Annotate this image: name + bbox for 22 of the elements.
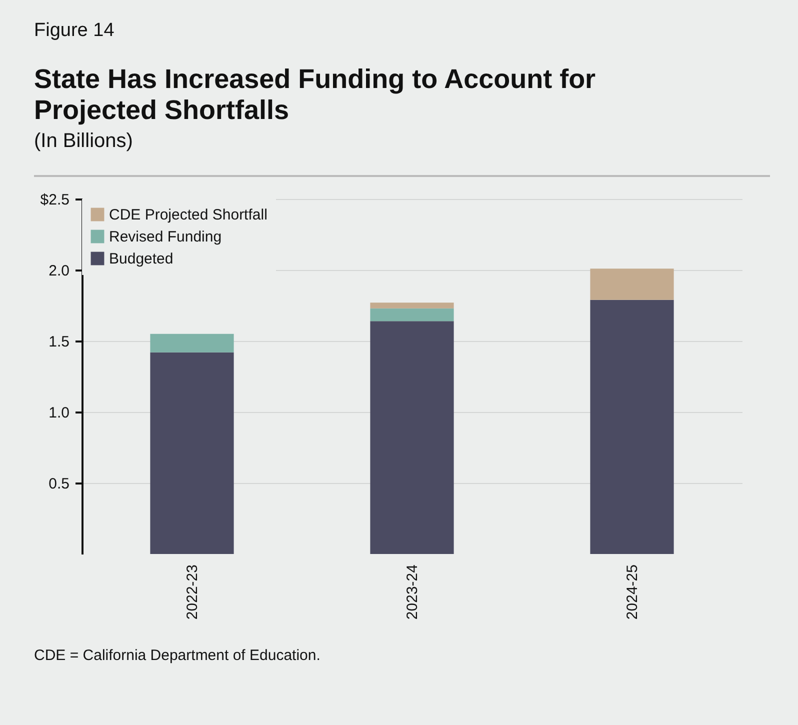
bar [150, 334, 234, 352]
y-tick-label: 1.5 [48, 334, 70, 350]
y-tick-label: 2.0 [48, 262, 70, 280]
bar [370, 308, 454, 322]
bar [590, 300, 674, 554]
legend-label: Revised Funding [109, 228, 222, 246]
chart-title: State Has Increased Funding to Account for Projected Shortfalls [34, 64, 597, 126]
y-tick-label: $2.5 [40, 192, 70, 208]
y-tick-label: 1.0 [48, 404, 70, 422]
legend-label: Budgeted [109, 250, 174, 268]
y-tick-label: 0.5 [48, 476, 70, 492]
bar [590, 268, 674, 300]
chart-subtitle: (In Billions) [34, 130, 134, 153]
bar [370, 302, 454, 308]
x-tick-label: 2022-23 [184, 564, 201, 620]
caption: Figure 14 [34, 20, 116, 42]
legend-label: CDE Projected Shortfall [109, 206, 268, 224]
bar [370, 321, 454, 554]
x-tick-label: 2023-24 [404, 564, 421, 620]
text: CDE = California Department of Education. [34, 647, 322, 664]
x-tick-label: 2024-25 [624, 564, 641, 620]
bar [150, 352, 234, 554]
